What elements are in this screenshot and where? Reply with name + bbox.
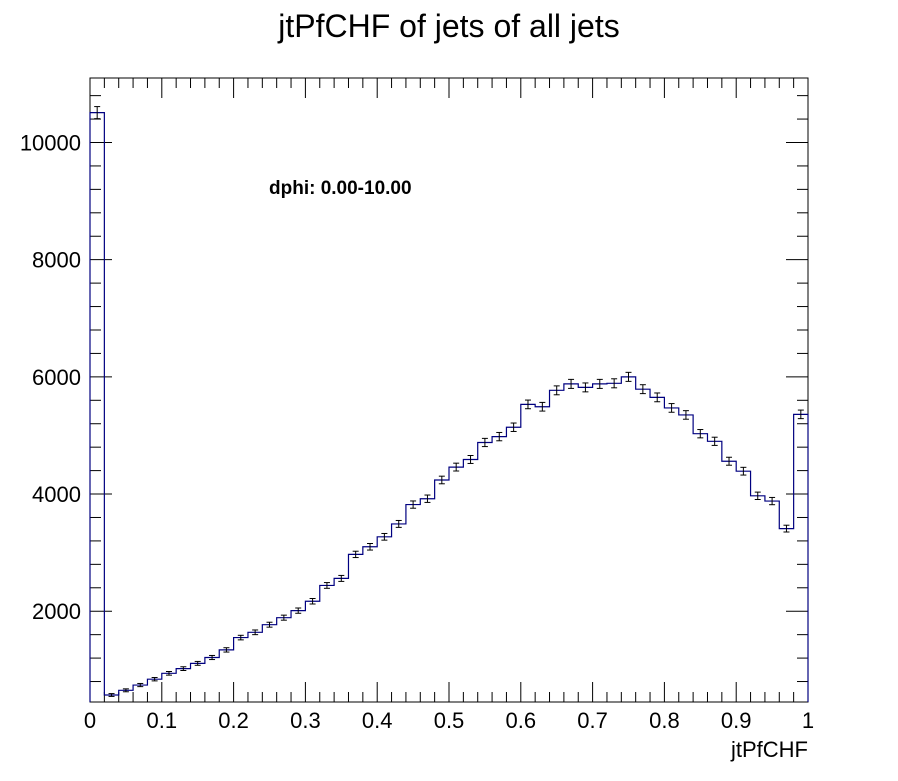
error-bar [481,437,488,448]
error-bar [381,532,388,541]
y-tick-label: 2000 [32,599,81,624]
error-bar [151,676,158,682]
x-tick-label: 0.5 [434,708,465,733]
error-bar [697,429,704,439]
error-bar [611,378,618,389]
y-tick-label: 10000 [20,131,81,156]
error-bar [194,660,201,666]
error-bar [352,550,359,559]
error-bar [711,436,718,446]
x-axis-label: jtPfCHF [730,737,808,762]
error-bar [639,384,646,395]
error-bar [682,410,689,420]
error-bar [295,607,302,614]
error-bar [740,466,747,476]
error-bar [424,494,431,503]
plot-frame [89,77,809,703]
error-bar [754,491,761,500]
y-tick-label: 4000 [32,482,81,507]
error-bar [524,399,531,410]
error-bar [410,500,417,509]
error-bar [122,688,129,693]
error-bar [582,382,589,393]
error-bar [553,385,560,396]
x-tick-label: 0 [84,708,96,733]
x-tick-label: 1 [802,708,814,733]
error-bar [453,462,460,472]
error-bar [568,378,575,389]
error-bar [510,422,517,432]
error-bar [783,524,790,533]
x-tick-label: 0.7 [577,708,608,733]
error-bar [438,475,445,485]
error-bar [467,454,474,464]
error-bar [309,598,316,605]
error-bar [209,654,216,661]
error-bar [180,666,187,672]
x-tick-label: 0.1 [147,708,178,733]
x-tick-label: 0.8 [649,708,680,733]
dphi-annotation: dphi: 0.00-10.00 [269,178,412,199]
error-bar [252,629,259,636]
error-bar [668,403,675,413]
plot-area: 0 0.1 0.2 0.3 0.4 0.5 0.6 0.7 0.8 0.9 1 2000 4000 600… [20,77,814,733]
error-bar [769,496,776,506]
error-bar [338,574,345,582]
error-bar [94,106,101,120]
chart-title: jtPfCHF of jets of all jets [277,8,619,44]
error-bar [165,671,172,676]
error-bar [266,621,273,628]
error-bar [108,693,115,697]
error-bar [726,456,733,466]
y-tick-label: 8000 [32,248,81,273]
error-bar [625,371,632,382]
error-bar [223,647,230,653]
error-bar [539,401,546,412]
error-bar [797,409,804,420]
error-bar [367,542,374,551]
histogram-outline [89,112,809,702]
error-bar [395,519,402,528]
x-tick-label: 0.6 [506,708,537,733]
x-tick-label: 0.4 [362,708,393,733]
y-tick-label: 6000 [32,365,81,390]
x-tick-label: 0.9 [721,708,752,733]
error-bar [280,614,287,621]
error-bar [323,582,330,589]
x-tick-label: 0.3 [290,708,321,733]
error-bar [596,378,603,389]
error-bar [654,392,661,403]
error-bar [237,634,244,641]
error-bar [496,431,503,442]
x-tick-label: 0.2 [218,708,249,733]
error-bar [137,682,144,688]
